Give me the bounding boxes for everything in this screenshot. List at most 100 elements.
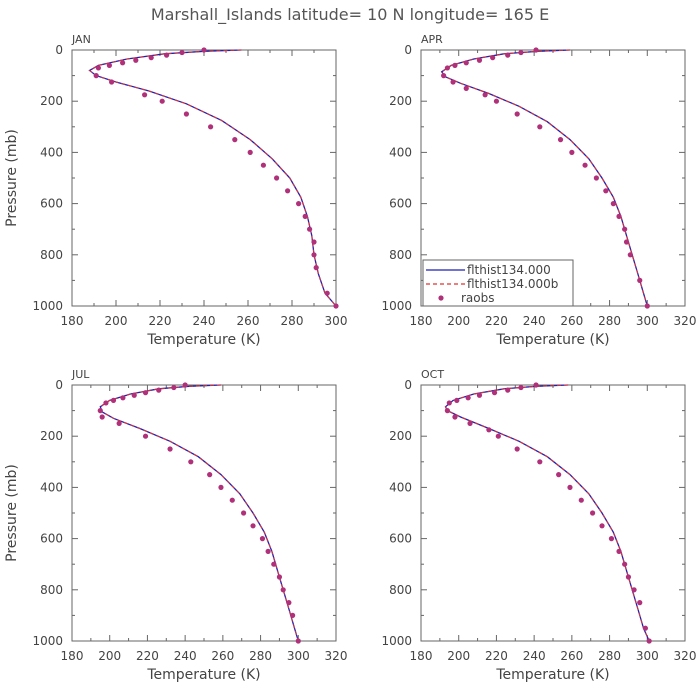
raobs-point <box>229 497 235 503</box>
y-axis-label: Pressure (mb) <box>4 464 20 562</box>
raobs-point <box>142 390 149 396</box>
raobs-point <box>637 277 643 283</box>
panel-jul: JUL 180 200 220 240 260 280 300 320 0 200 400 600 800… <box>4 368 347 683</box>
raobs-point <box>307 226 313 232</box>
raobs-point <box>142 92 148 98</box>
raobs-point <box>644 303 650 309</box>
raobs-point <box>97 408 103 414</box>
y-tick-label: 0 <box>55 43 63 57</box>
x-tick-label: 220 <box>149 314 172 328</box>
raobs-point <box>444 408 450 414</box>
y-tick-label: 1000 <box>381 299 412 313</box>
raobs-point <box>116 420 122 426</box>
raobs-point <box>622 226 628 232</box>
raobs-point <box>259 536 266 542</box>
raobs-point <box>265 548 271 555</box>
raobs-point <box>627 252 633 258</box>
raobs-point <box>296 201 302 207</box>
raobs-point <box>164 52 170 58</box>
y-axis-label: Pressure (mb) <box>4 129 20 227</box>
panel-label: APR <box>421 33 443 46</box>
x-tick-label: 180 <box>410 314 433 328</box>
raobs-point <box>201 47 207 53</box>
x-tick-label: 260 <box>560 649 583 663</box>
raobs-point <box>99 414 105 420</box>
raobs-point <box>603 188 609 194</box>
raobs-point <box>183 111 189 117</box>
x-tick-label: 320 <box>674 314 697 328</box>
raobs-point <box>505 387 511 393</box>
x-tick-label: 280 <box>281 314 304 328</box>
raobs-point <box>465 395 471 401</box>
raobs-point <box>276 574 283 580</box>
raobs-point <box>285 188 291 194</box>
raobs-point <box>290 612 296 619</box>
y-tick-label: 800 <box>40 583 63 597</box>
raobs-point <box>622 561 628 567</box>
panel-apr: APR 180 200 220 240 260 280 300 320 0 200 400 600 800… <box>381 33 696 348</box>
raobs-point <box>179 49 185 56</box>
raobs-point <box>590 510 596 516</box>
raobs-point <box>518 49 524 56</box>
raobs-point <box>188 459 194 465</box>
panel-label: JUL <box>71 368 90 381</box>
raobs-point <box>313 265 319 271</box>
raobs-point <box>241 510 247 516</box>
raobs-point <box>260 162 266 168</box>
raobs-point <box>533 382 539 388</box>
raobs-point <box>446 400 452 406</box>
raobs-point <box>476 57 483 63</box>
panel-oct: OCT 180 200 220 240 260 280 300 320 0 200 400 600 800… <box>381 368 696 683</box>
raobs-point <box>133 57 139 63</box>
raobs-point <box>642 625 649 631</box>
y-tick-label: 400 <box>40 145 63 159</box>
x-tick-label: 200 <box>105 314 128 328</box>
raobs-point <box>452 62 458 68</box>
x-tick-label: 220 <box>485 649 508 663</box>
series-line-flthist134-000 <box>88 49 337 307</box>
y-tick-label: 200 <box>389 94 412 108</box>
x-tick-label: 280 <box>249 649 272 663</box>
x-axis-label: Temperature (K) <box>495 332 609 348</box>
raobs-point <box>208 124 214 130</box>
raobs-point <box>274 175 280 181</box>
y-tick-label: 600 <box>40 197 63 211</box>
series-line-flthist134-000 <box>99 384 299 642</box>
y-tick-label: 200 <box>389 429 412 443</box>
raobs-point <box>120 60 126 66</box>
y-tick-label: 1000 <box>32 299 63 313</box>
raobs-point <box>441 73 447 79</box>
series-line-flthist134-000b <box>444 384 650 642</box>
figure-title: Marshall_Islands latitude= 10 N longitud… <box>151 5 549 25</box>
raobs-point <box>110 397 117 403</box>
x-tick-label: 180 <box>61 649 84 663</box>
raobs-point <box>450 79 456 85</box>
raobs-point <box>232 137 238 143</box>
raobs-point <box>567 484 573 490</box>
raobs-point <box>286 600 292 606</box>
panel-label: OCT <box>421 368 444 381</box>
x-tick-label: 300 <box>325 314 348 328</box>
x-tick-label: 320 <box>325 649 348 663</box>
x-tick-label: 240 <box>523 649 546 663</box>
raobs-point <box>505 52 511 58</box>
raobs-point <box>491 390 498 396</box>
y-tick-label: 400 <box>389 145 412 159</box>
y-tick-label: 600 <box>389 532 412 546</box>
raobs-point <box>578 497 584 503</box>
x-tick-label: 180 <box>410 649 433 663</box>
raobs-point <box>593 175 599 181</box>
raobs-point <box>271 561 277 567</box>
raobs-point <box>518 384 524 391</box>
raobs-point <box>537 124 543 130</box>
plot-frame <box>71 384 337 642</box>
panel-label: JAN <box>71 33 91 46</box>
legend-box <box>422 259 574 307</box>
x-tick-label: 200 <box>447 314 470 328</box>
x-tick-label: 220 <box>485 314 508 328</box>
raobs-point <box>93 73 99 79</box>
raobs-point <box>171 384 177 391</box>
raobs-point <box>182 382 188 388</box>
